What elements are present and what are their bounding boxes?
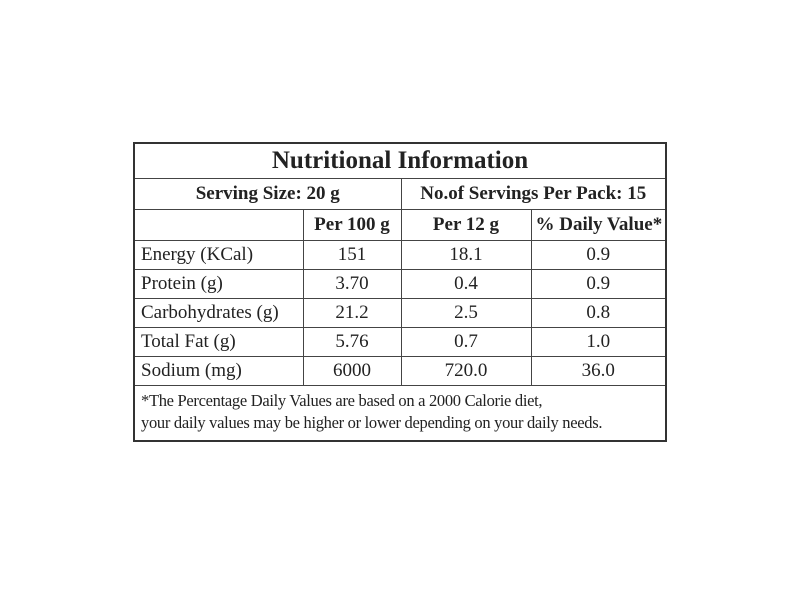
cell: 36.0 [530, 356, 667, 386]
footnote-row: *The Percentage Daily Values are based o… [133, 385, 667, 442]
serving-row: Serving Size: 20 g No.of Servings Per Pa… [133, 178, 667, 210]
cell: 151 [302, 240, 402, 270]
cell: 0.9 [530, 240, 667, 270]
data-row: Protein (g) 3.70 0.4 0.9 [133, 269, 667, 299]
cell: 720.0 [400, 356, 532, 386]
row-label: Protein (g) [133, 269, 304, 299]
row-label: Total Fat (g) [133, 327, 304, 357]
data-row: Energy (KCal) 151 18.1 0.9 [133, 240, 667, 270]
column-header: Per 12 g [400, 209, 532, 241]
column-header: % Daily Value* [530, 209, 667, 241]
cell: 1.0 [530, 327, 667, 357]
cell: 5.76 [302, 327, 402, 357]
header-row: Per 100 g Per 12 g % Daily Value* [133, 209, 667, 241]
cell: 0.9 [530, 269, 667, 299]
column-header: Per 100 g [302, 209, 402, 241]
footnote: *The Percentage Daily Values are based o… [133, 385, 667, 442]
nutrition-table: Nutritional Information Serving Size: 20… [133, 142, 667, 442]
cell: 0.8 [530, 298, 667, 328]
cell: 3.70 [302, 269, 402, 299]
footnote-line: your daily values may be higher or lower… [141, 413, 603, 432]
cell: 0.4 [400, 269, 532, 299]
data-row: Sodium (mg) 6000 720.0 36.0 [133, 356, 667, 386]
row-label: Energy (KCal) [133, 240, 304, 270]
row-label: Sodium (mg) [133, 356, 304, 386]
data-row: Total Fat (g) 5.76 0.7 1.0 [133, 327, 667, 357]
cell: 2.5 [400, 298, 532, 328]
cell: 18.1 [400, 240, 532, 270]
cell: 21.2 [302, 298, 402, 328]
cell: 6000 [302, 356, 402, 386]
row-label: Carbohydrates (g) [133, 298, 304, 328]
empty-header [133, 209, 304, 241]
serving-size: Serving Size: 20 g [133, 178, 402, 210]
cell: 0.7 [400, 327, 532, 357]
table-title: Nutritional Information [133, 142, 667, 179]
data-row: Carbohydrates (g) 21.2 2.5 0.8 [133, 298, 667, 328]
title-row: Nutritional Information [133, 142, 667, 179]
servings-per-pack: No.of Servings Per Pack: 15 [400, 178, 667, 210]
footnote-line: *The Percentage Daily Values are based o… [141, 391, 543, 410]
